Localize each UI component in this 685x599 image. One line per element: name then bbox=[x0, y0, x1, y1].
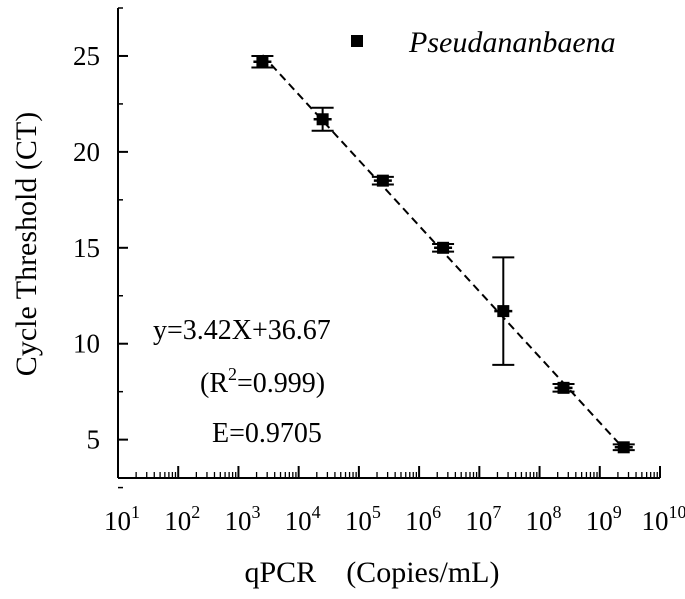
y-tick-label: 5 bbox=[87, 425, 101, 455]
y-tick-label: 10 bbox=[73, 329, 100, 359]
x-tick-label: 1010 bbox=[642, 502, 685, 536]
data-point bbox=[617, 441, 630, 454]
y-axis-ticks: 5 10 15 20 25 bbox=[73, 7, 128, 489]
x-tick-label: 109 bbox=[586, 502, 622, 536]
fit-efficiency: E=0.9705 bbox=[212, 418, 322, 449]
x-axis-ticks: 101 102 103 104 105 106 107 108 109 1010 bbox=[104, 466, 685, 536]
fit-annotation: y=3.42X+36.67 (R2=0.999) E=0.9705 bbox=[153, 315, 331, 449]
fit-equation: y=3.42X+36.67 bbox=[153, 315, 331, 346]
y-axis-title: Cycle Threshold (CT) bbox=[10, 112, 43, 376]
x-axis-title: qPCR (Copies/mL) bbox=[244, 556, 499, 589]
x-tick-label: 106 bbox=[405, 502, 441, 536]
data-points bbox=[251, 54, 635, 454]
fit-r-squared: (R2=0.999) bbox=[200, 364, 325, 399]
y-tick-label: 20 bbox=[73, 137, 100, 167]
legend: Pseudananbaena bbox=[351, 26, 616, 59]
data-point bbox=[256, 55, 269, 68]
data-point bbox=[316, 113, 329, 126]
data-point bbox=[437, 241, 450, 254]
y-tick-label: 25 bbox=[73, 41, 100, 71]
legend-marker bbox=[351, 35, 363, 47]
x-tick-label: 105 bbox=[345, 502, 381, 536]
y-tick-label: 15 bbox=[73, 233, 100, 263]
x-tick-label: 107 bbox=[465, 502, 501, 536]
legend-label: Pseudananbaena bbox=[408, 26, 616, 59]
data-point bbox=[497, 305, 510, 318]
x-tick-label: 104 bbox=[285, 502, 321, 536]
x-tick-label: 103 bbox=[224, 502, 260, 536]
x-tick-label: 102 bbox=[164, 502, 200, 536]
x-tick-label: 101 bbox=[104, 502, 140, 536]
x-tick-label: 108 bbox=[526, 502, 562, 536]
data-point bbox=[376, 174, 389, 187]
data-point bbox=[557, 381, 570, 394]
axes bbox=[117, 8, 660, 479]
